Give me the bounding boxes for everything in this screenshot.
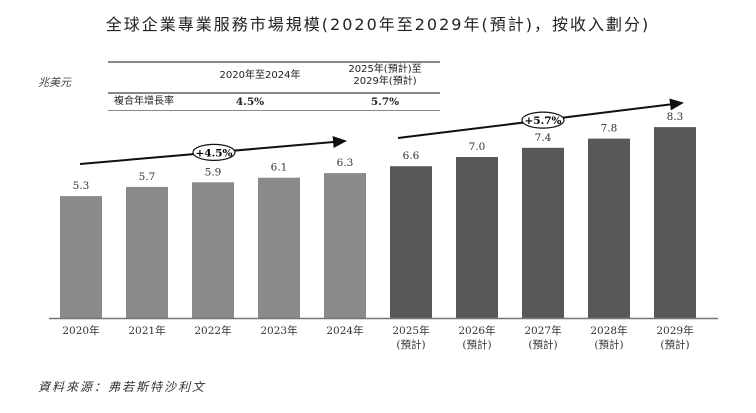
x-tick-label: 2025年 [392,324,429,337]
value-label: 6.3 [337,157,354,169]
value-label: 6.6 [403,150,420,162]
table-mid-rule [108,92,440,94]
bar-2029年 [654,127,696,318]
cagr-bubble [192,143,236,161]
chart-title: 全球企業專業服務市場規模(2020年至2029年(預計)，按收入劃分) [105,15,651,34]
bar-2022年 [192,182,234,318]
source-note: 資料來源：弗若斯特沙利文 [38,380,207,394]
table-col2-value: 5.7% [370,96,400,108]
bar-2021年 [126,186,168,318]
table-col1-header: 2020年至2024年 [219,70,301,81]
x-tick-label: 2027年 [524,324,561,337]
bar-2024年 [324,173,366,318]
value-label: 5.7 [139,171,156,183]
table-row-label: 複合年增長率 [114,96,174,107]
cagr-label: +4.5% [195,147,232,159]
table-top-rule [108,61,440,63]
x-tick-label: 2023年 [260,324,297,337]
bar-2028年 [588,138,630,318]
x-tick-sublabel: (預計) [528,338,557,351]
value-label: 6.1 [271,162,288,174]
x-tick-label: 2020年 [62,324,99,337]
table-col2-header: 2025年(預計)至 2029年(預計) [330,64,440,88]
value-label: 7.0 [469,141,486,153]
unit-label: 兆美元 [38,76,71,89]
x-tick-sublabel: (預計) [462,338,491,351]
x-tick-label: 2021年 [128,324,165,337]
value-label: 5.3 [73,180,90,192]
bar-2023年 [258,177,300,318]
value-label: 7.8 [601,123,618,135]
x-tick-label: 2028年 [590,324,627,337]
bar-2027年 [522,147,564,318]
table-bottom-rule [108,110,440,111]
x-tick-label: 2022年 [194,324,231,337]
table-col2-header-line2: 2029年(預計) [353,76,417,87]
x-tick-label: 2029年 [656,324,693,337]
value-label: 5.9 [205,166,222,178]
x-tick-label: 2026年 [458,324,495,337]
x-tick-sublabel: (預計) [396,338,425,351]
table-col1-value: 4.5% [235,96,265,108]
x-tick-sublabel: (預計) [594,338,623,351]
value-label: 7.4 [535,132,552,144]
bar-2026年 [456,157,498,318]
bar-2020年 [60,196,102,318]
x-tick-label: 2024年 [326,324,363,337]
bar-2025年 [390,166,432,318]
x-tick-sublabel: (預計) [660,338,689,351]
value-label: 8.3 [667,111,684,123]
cagr-label: +5.7% [524,115,561,127]
table-col2-header-line1: 2025年(預計)至 [348,64,422,75]
cagr-bubble [521,111,565,129]
